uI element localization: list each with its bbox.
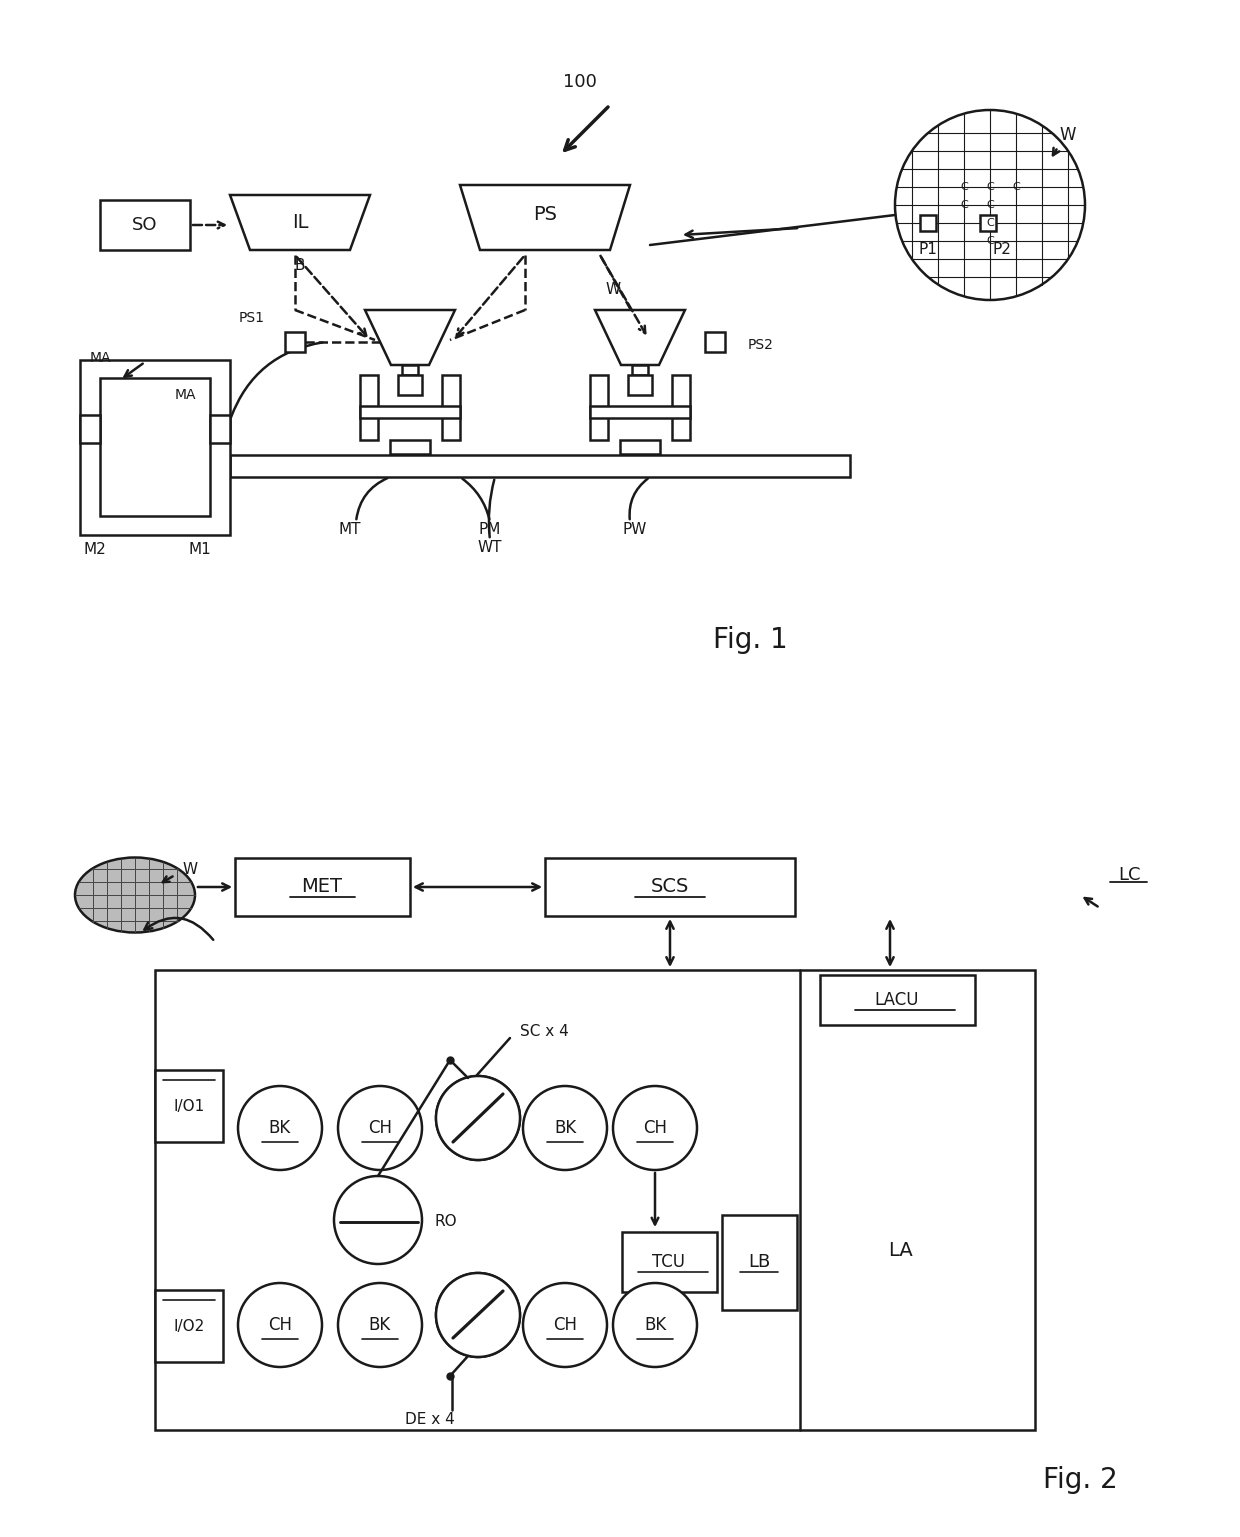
FancyBboxPatch shape xyxy=(820,974,975,1025)
FancyBboxPatch shape xyxy=(441,375,460,440)
Circle shape xyxy=(334,1176,422,1263)
Text: P1: P1 xyxy=(919,243,937,258)
FancyBboxPatch shape xyxy=(100,378,210,516)
Polygon shape xyxy=(595,310,684,364)
Text: RO: RO xyxy=(435,1214,458,1230)
Text: I/O2: I/O2 xyxy=(174,1319,205,1334)
Circle shape xyxy=(339,1087,422,1170)
FancyBboxPatch shape xyxy=(285,332,305,352)
Text: W: W xyxy=(182,862,197,878)
Circle shape xyxy=(238,1087,322,1170)
Text: SO: SO xyxy=(133,217,157,234)
Text: BK: BK xyxy=(368,1316,391,1334)
Text: B: B xyxy=(295,258,305,272)
FancyBboxPatch shape xyxy=(706,332,725,352)
Text: MA: MA xyxy=(175,387,196,403)
FancyBboxPatch shape xyxy=(672,375,689,440)
Text: P2: P2 xyxy=(992,243,1012,258)
Text: W: W xyxy=(1060,126,1076,144)
FancyBboxPatch shape xyxy=(360,406,460,418)
Text: Fig. 1: Fig. 1 xyxy=(713,626,787,655)
Circle shape xyxy=(523,1087,608,1170)
Circle shape xyxy=(613,1283,697,1366)
Text: MT: MT xyxy=(339,523,361,538)
Text: PM: PM xyxy=(479,523,501,538)
Circle shape xyxy=(238,1283,322,1366)
Polygon shape xyxy=(229,195,370,251)
Text: I/O1: I/O1 xyxy=(174,1099,205,1113)
Text: MA: MA xyxy=(91,350,112,364)
FancyBboxPatch shape xyxy=(236,858,410,916)
FancyBboxPatch shape xyxy=(155,1070,223,1142)
Text: W: W xyxy=(605,283,620,298)
Circle shape xyxy=(436,1273,520,1357)
Text: MET: MET xyxy=(301,878,342,896)
FancyBboxPatch shape xyxy=(590,406,689,418)
Text: PS: PS xyxy=(533,206,557,224)
FancyBboxPatch shape xyxy=(622,1233,717,1293)
Text: C: C xyxy=(960,181,968,192)
FancyBboxPatch shape xyxy=(546,858,795,916)
FancyBboxPatch shape xyxy=(632,364,649,375)
Circle shape xyxy=(613,1087,697,1170)
Polygon shape xyxy=(460,184,630,251)
Text: M1: M1 xyxy=(188,543,211,558)
Circle shape xyxy=(895,111,1085,300)
FancyBboxPatch shape xyxy=(100,200,190,251)
Text: C: C xyxy=(986,181,994,192)
Circle shape xyxy=(436,1076,520,1160)
FancyBboxPatch shape xyxy=(590,375,608,440)
Text: Fig. 2: Fig. 2 xyxy=(1043,1466,1117,1494)
Text: C: C xyxy=(1012,181,1019,192)
Text: TCU: TCU xyxy=(652,1253,686,1271)
Text: SC x 4: SC x 4 xyxy=(520,1025,569,1039)
Circle shape xyxy=(339,1283,422,1366)
Text: C: C xyxy=(960,200,968,211)
FancyBboxPatch shape xyxy=(920,215,936,231)
Text: PS2: PS2 xyxy=(748,338,774,352)
FancyBboxPatch shape xyxy=(81,415,100,443)
FancyBboxPatch shape xyxy=(155,970,1035,1429)
Polygon shape xyxy=(365,310,455,364)
Text: BK: BK xyxy=(269,1119,291,1137)
Text: C: C xyxy=(986,237,994,246)
Text: LB: LB xyxy=(748,1253,770,1271)
FancyBboxPatch shape xyxy=(980,215,996,231)
FancyBboxPatch shape xyxy=(155,1290,223,1362)
Text: CH: CH xyxy=(368,1119,392,1137)
Text: C: C xyxy=(986,200,994,211)
Text: CH: CH xyxy=(268,1316,291,1334)
FancyBboxPatch shape xyxy=(627,375,652,395)
FancyBboxPatch shape xyxy=(398,375,422,395)
Text: 100: 100 xyxy=(563,72,596,91)
Text: CH: CH xyxy=(644,1119,667,1137)
Text: LC: LC xyxy=(1118,865,1141,884)
FancyBboxPatch shape xyxy=(620,440,660,453)
Text: WT: WT xyxy=(477,539,502,555)
Text: SCS: SCS xyxy=(651,878,689,896)
Text: PS1: PS1 xyxy=(239,310,265,324)
FancyBboxPatch shape xyxy=(229,455,849,476)
FancyBboxPatch shape xyxy=(360,375,378,440)
Circle shape xyxy=(523,1283,608,1366)
FancyBboxPatch shape xyxy=(210,415,229,443)
Text: IL: IL xyxy=(291,212,309,232)
FancyBboxPatch shape xyxy=(81,360,229,535)
Text: CH: CH xyxy=(553,1316,577,1334)
Ellipse shape xyxy=(74,858,195,933)
Text: M2: M2 xyxy=(83,543,107,558)
Text: C: C xyxy=(986,218,994,227)
FancyBboxPatch shape xyxy=(722,1216,797,1310)
FancyBboxPatch shape xyxy=(402,364,418,375)
Circle shape xyxy=(436,1076,520,1160)
Text: BK: BK xyxy=(554,1119,577,1137)
FancyBboxPatch shape xyxy=(391,440,430,453)
Text: PW: PW xyxy=(622,523,647,538)
Circle shape xyxy=(436,1273,520,1357)
Text: DE x 4: DE x 4 xyxy=(405,1413,455,1428)
Text: BK: BK xyxy=(644,1316,666,1334)
Text: LA: LA xyxy=(888,1240,913,1259)
Text: LACU: LACU xyxy=(874,991,919,1008)
